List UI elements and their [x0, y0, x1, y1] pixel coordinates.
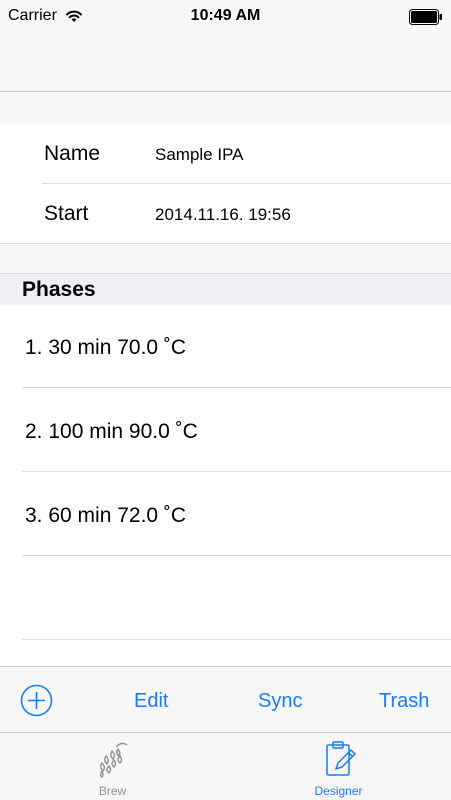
edit-button[interactable]: Edit [134, 690, 169, 712]
tab-brew[interactable]: Brew [0, 733, 225, 800]
row-divider [22, 387, 451, 388]
tab-bar: Brew Designer [0, 732, 451, 800]
add-phase-button[interactable] [20, 684, 53, 717]
name-label: Name [44, 142, 101, 165]
phases-section-header: Phases [0, 273, 451, 305]
start-value: 2014.11.16. 19:56 [155, 205, 291, 224]
tab-designer-label: Designer [314, 784, 363, 798]
hop-icon [99, 742, 127, 778]
row-divider [22, 639, 451, 640]
status-bar: Carrier 10:49 AM [0, 0, 451, 34]
group-spacer [0, 93, 451, 125]
battery-icon [409, 9, 442, 25]
navigation-bar [0, 34, 451, 92]
toolbar: Edit Sync Trash [0, 666, 451, 732]
tab-brew-label: Brew [98, 784, 127, 798]
row-divider [22, 555, 451, 556]
name-row[interactable]: Name Sample IPA [0, 124, 451, 184]
start-row[interactable]: Start 2014.11.16. 19:56 [0, 184, 451, 244]
status-time: 10:49 AM [190, 7, 261, 24]
tab-designer[interactable]: Designer [226, 733, 451, 800]
name-value: Sample IPA [155, 145, 244, 164]
section-spacer [0, 243, 451, 273]
status-left: Carrier [8, 7, 83, 25]
sync-button[interactable]: Sync [258, 690, 303, 712]
carrier-label: Carrier [8, 7, 57, 24]
phase-row[interactable]: 2. 100 min 90.0 ˚C [0, 389, 451, 473]
clipboard-pencil-icon [325, 741, 356, 776]
phase-text: 3. 60 min 72.0 ˚C [25, 504, 187, 527]
phase-text: 2. 100 min 90.0 ˚C [25, 420, 198, 443]
start-label: Start [44, 202, 89, 225]
phases-header-label: Phases [22, 278, 96, 301]
phase-text: 1. 30 min 70.0 ˚C [25, 336, 187, 359]
phase-row[interactable]: 3. 60 min 72.0 ˚C [0, 473, 451, 557]
phase-row[interactable]: 1. 30 min 70.0 ˚C [0, 305, 451, 389]
wifi-icon [65, 10, 82, 22]
trash-button[interactable]: Trash [379, 690, 430, 712]
row-divider [42, 183, 451, 184]
row-divider [22, 471, 451, 472]
